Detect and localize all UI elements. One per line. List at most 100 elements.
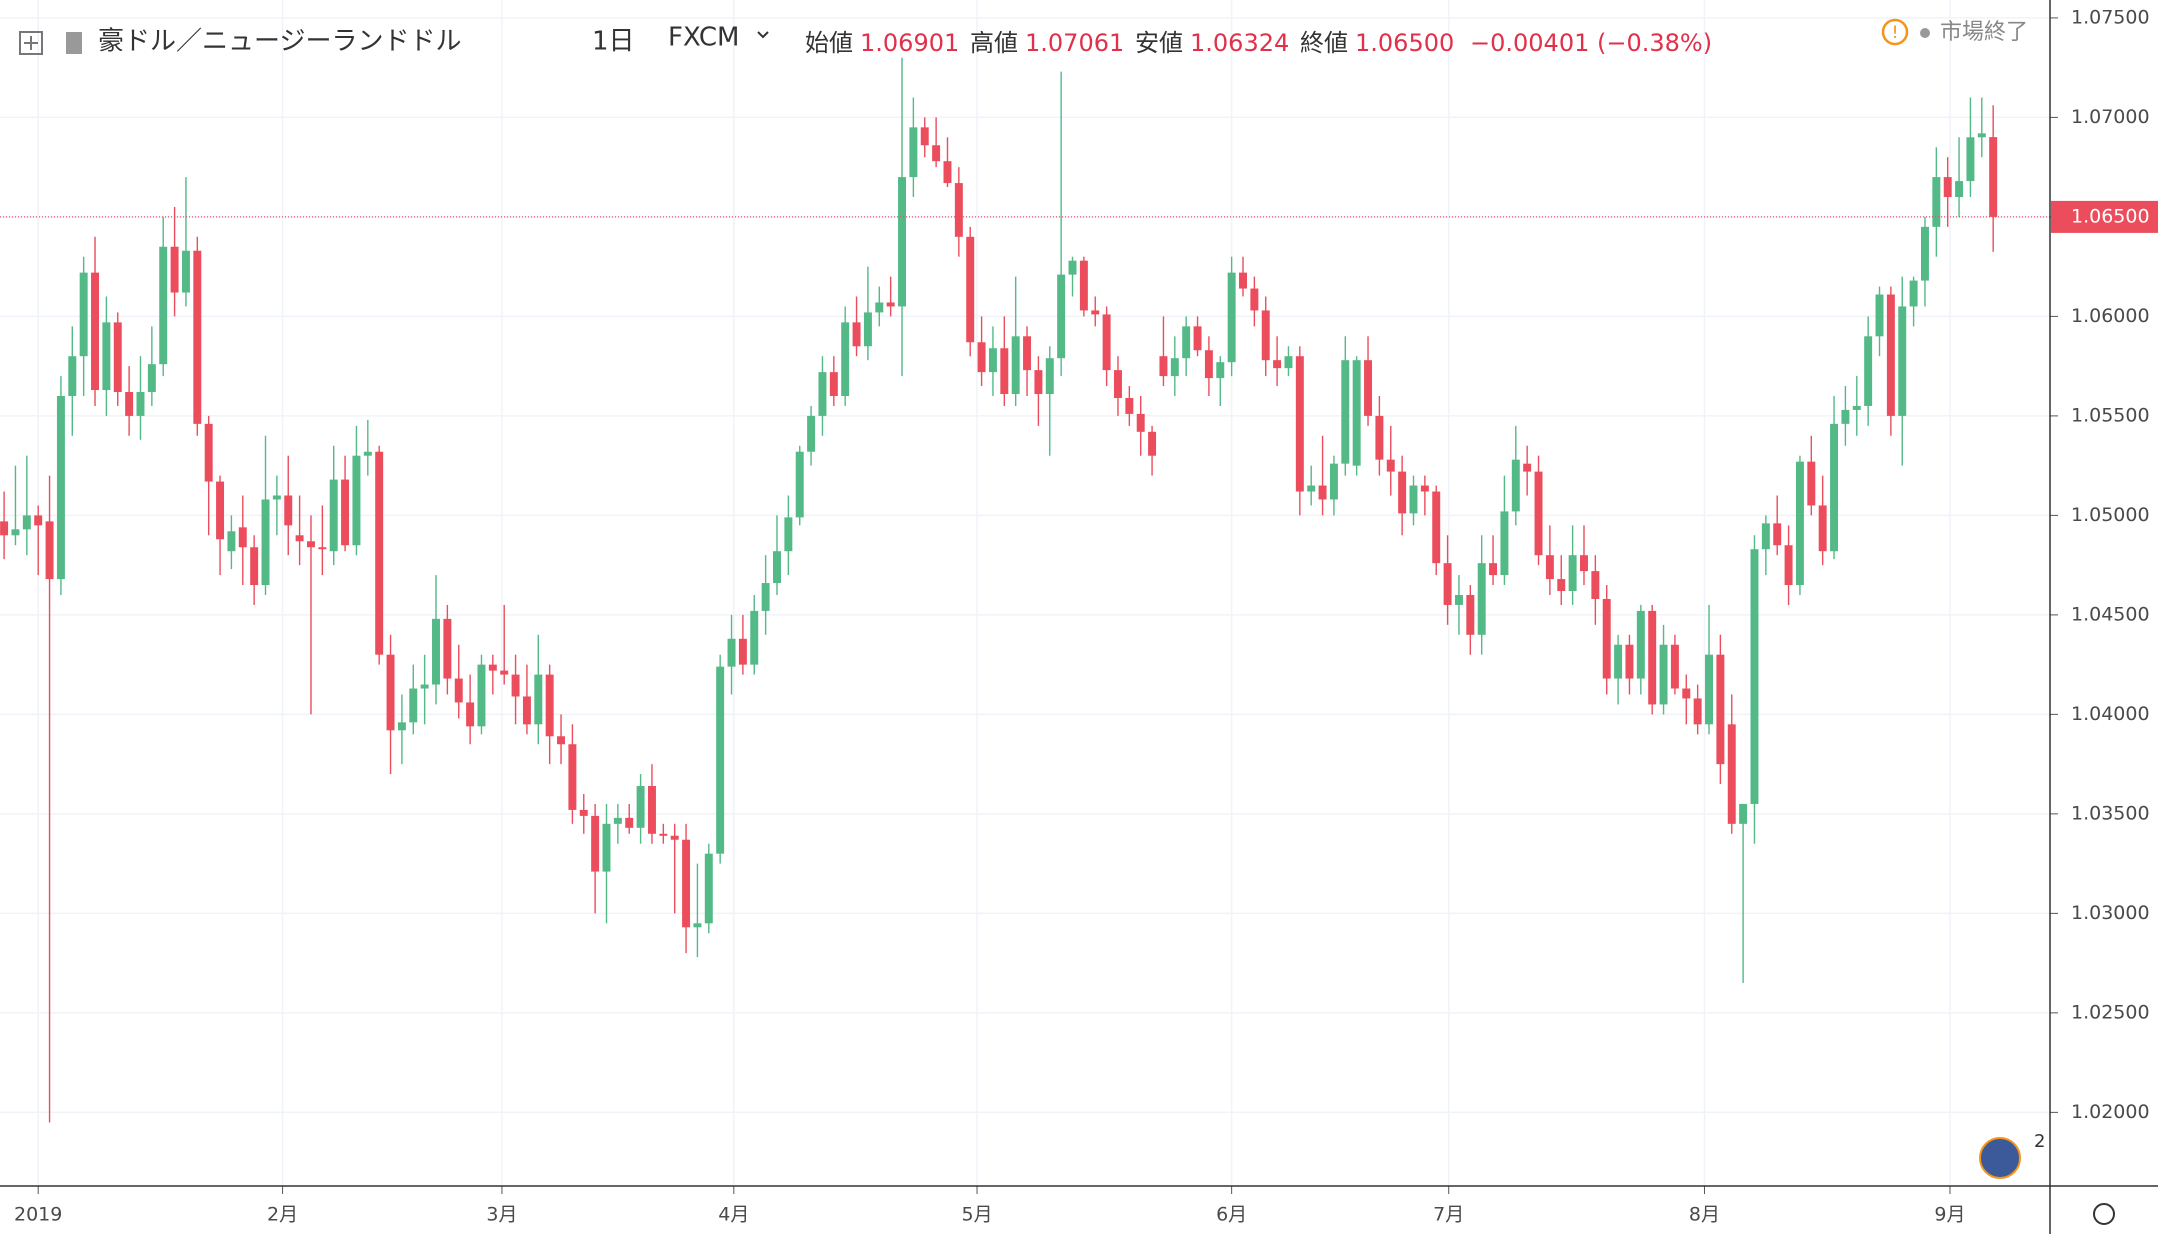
candle-body — [375, 451, 384, 655]
candle-body — [1545, 555, 1554, 580]
candle-body — [68, 356, 77, 396]
candle-body — [1193, 326, 1202, 351]
candle-body — [704, 853, 713, 924]
candle-body — [341, 479, 350, 546]
expand-icon[interactable] — [19, 31, 43, 55]
candle-body — [1273, 360, 1282, 369]
alert-mark: ! — [1892, 23, 1899, 43]
candle-body — [1091, 310, 1100, 315]
candle-body — [988, 348, 997, 373]
event-count: 2 — [2034, 1131, 2045, 1152]
candle-body — [306, 541, 315, 548]
candle-body — [1591, 571, 1600, 599]
candle-body — [1295, 356, 1304, 492]
candle-body — [886, 302, 895, 307]
candle-body — [682, 839, 691, 928]
ohlc-value: 1.06500 — [1355, 29, 1454, 57]
settings-icon[interactable] — [2093, 1203, 2115, 1225]
candle-body — [1057, 274, 1066, 359]
source[interactable]: FXCM — [668, 23, 739, 53]
y-tick-label: 1.04500 — [2071, 603, 2150, 625]
candle-body — [159, 246, 168, 365]
candle-body — [1932, 177, 1941, 227]
candle-body — [272, 495, 281, 500]
candle-body — [1761, 523, 1770, 550]
y-tick-label: 1.03500 — [2071, 802, 2150, 824]
candle-body — [216, 481, 225, 540]
market-status: 市場終了 — [1940, 20, 2028, 45]
candle-body — [1614, 644, 1623, 679]
candle-body — [1204, 350, 1213, 379]
candle-body — [1375, 415, 1384, 460]
candle-body — [1113, 370, 1122, 398]
candle-body — [784, 517, 793, 552]
x-tick-label: 8月 — [1689, 1204, 1720, 1226]
candle-body — [545, 674, 554, 737]
x-tick-label: 4月 — [718, 1204, 749, 1226]
candle-body — [1409, 485, 1418, 514]
candle-body — [488, 664, 497, 671]
candle-body — [977, 342, 986, 373]
candle-body — [852, 322, 861, 347]
candle-body — [1284, 356, 1293, 369]
candle-body — [1466, 594, 1475, 635]
dropdown-icon[interactable] — [757, 31, 769, 39]
candle-body — [1068, 260, 1077, 275]
candle-body — [522, 696, 531, 725]
symbol-name: 豪ドル／ニュージーランドドル — [98, 27, 461, 57]
candle-body — [1443, 563, 1452, 605]
candle-body — [1227, 272, 1236, 363]
candle-body — [1705, 654, 1713, 725]
candle-body — [147, 364, 156, 393]
candle-body — [1182, 326, 1191, 359]
y-tick-label: 1.06000 — [2071, 305, 2150, 327]
candle-body — [79, 272, 88, 357]
event-icon[interactable] — [1979, 1137, 2021, 1179]
y-tick-label: 1.07500 — [2071, 6, 2150, 28]
last-price-tag — [2051, 200, 2158, 233]
candle-body — [318, 547, 327, 550]
interval[interactable]: 1日 — [592, 27, 635, 57]
candle-body — [795, 451, 804, 518]
ohlc-label: 終値 — [1300, 29, 1348, 57]
candle-body — [863, 312, 872, 347]
x-tick-label: 3月 — [486, 1204, 517, 1226]
candle-body — [125, 392, 134, 416]
candle-body — [1898, 306, 1907, 416]
candle-body — [818, 372, 827, 416]
candle-body — [1341, 360, 1350, 464]
candle-body — [11, 529, 20, 536]
candle-body — [1500, 511, 1509, 576]
candle-body — [636, 786, 645, 828]
candle-body — [1659, 644, 1668, 705]
candle-body — [1920, 226, 1929, 281]
candle-body — [1034, 370, 1043, 395]
candle-body — [534, 674, 543, 725]
candle-body — [45, 521, 54, 580]
candle-body — [1875, 294, 1884, 337]
candle-body — [1079, 260, 1088, 311]
candle-body — [727, 638, 736, 667]
candle-body — [909, 127, 918, 178]
y-tick-label: 1.03000 — [2071, 902, 2150, 924]
alert-icon[interactable] — [1881, 18, 1909, 46]
x-tick-label: 2月 — [267, 1204, 298, 1226]
candle-body — [1989, 137, 1998, 217]
candle-body — [829, 372, 838, 396]
candle-body — [1045, 358, 1054, 395]
candle-body — [1909, 280, 1918, 307]
candle-body — [22, 515, 31, 530]
candle-body — [1648, 610, 1657, 705]
candle-body — [738, 638, 747, 665]
candle-body — [432, 618, 440, 685]
candle-body — [670, 835, 679, 840]
candle-body — [750, 610, 759, 665]
ohlc-label: 高値 — [970, 29, 1018, 57]
ohlc-label: 始値 — [805, 29, 853, 57]
candle-body — [1670, 644, 1679, 689]
candle-body — [1886, 294, 1895, 416]
y-tick-label: 1.04000 — [2071, 703, 2150, 725]
candle-body — [1216, 362, 1225, 379]
candle-body — [1307, 485, 1316, 492]
